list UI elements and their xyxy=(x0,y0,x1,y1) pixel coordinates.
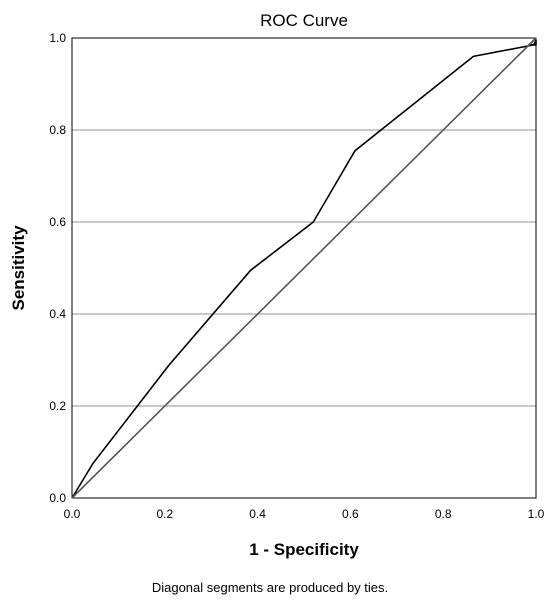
x-tick-label: 0.2 xyxy=(156,507,173,521)
y-tick-label: 0.2 xyxy=(49,399,66,413)
y-tick-label: 0.0 xyxy=(49,491,66,505)
gridlines xyxy=(72,129,536,407)
y-tick-label: 0.8 xyxy=(49,123,66,137)
x-tick-labels: 0.0 0.2 0.4 0.6 0.8 1.0 xyxy=(64,507,545,521)
x-tick-label: 0.0 xyxy=(64,507,81,521)
y-axis-title: Sensitivity xyxy=(9,225,28,311)
x-tick-label: 0.6 xyxy=(342,507,359,521)
x-axis-title: 1 - Specificity xyxy=(249,540,359,559)
footnote: Diagonal segments are produced by ties. xyxy=(152,580,388,595)
reference-diagonal-line xyxy=(71,37,537,499)
y-tick-labels: 0.0 0.2 0.4 0.6 0.8 1.0 xyxy=(49,31,66,505)
x-tick-label: 0.8 xyxy=(435,507,452,521)
y-tick-label: 1.0 xyxy=(49,31,66,45)
roc-curve-line xyxy=(71,37,537,499)
x-tick-label: 1.0 xyxy=(528,507,545,521)
plot-frame xyxy=(71,37,537,499)
chart-title: ROC Curve xyxy=(260,11,348,30)
y-tick-label: 0.6 xyxy=(49,215,66,229)
series-layer xyxy=(71,37,537,499)
x-tick-label: 0.4 xyxy=(249,507,266,521)
y-tick-label: 0.4 xyxy=(49,307,66,321)
